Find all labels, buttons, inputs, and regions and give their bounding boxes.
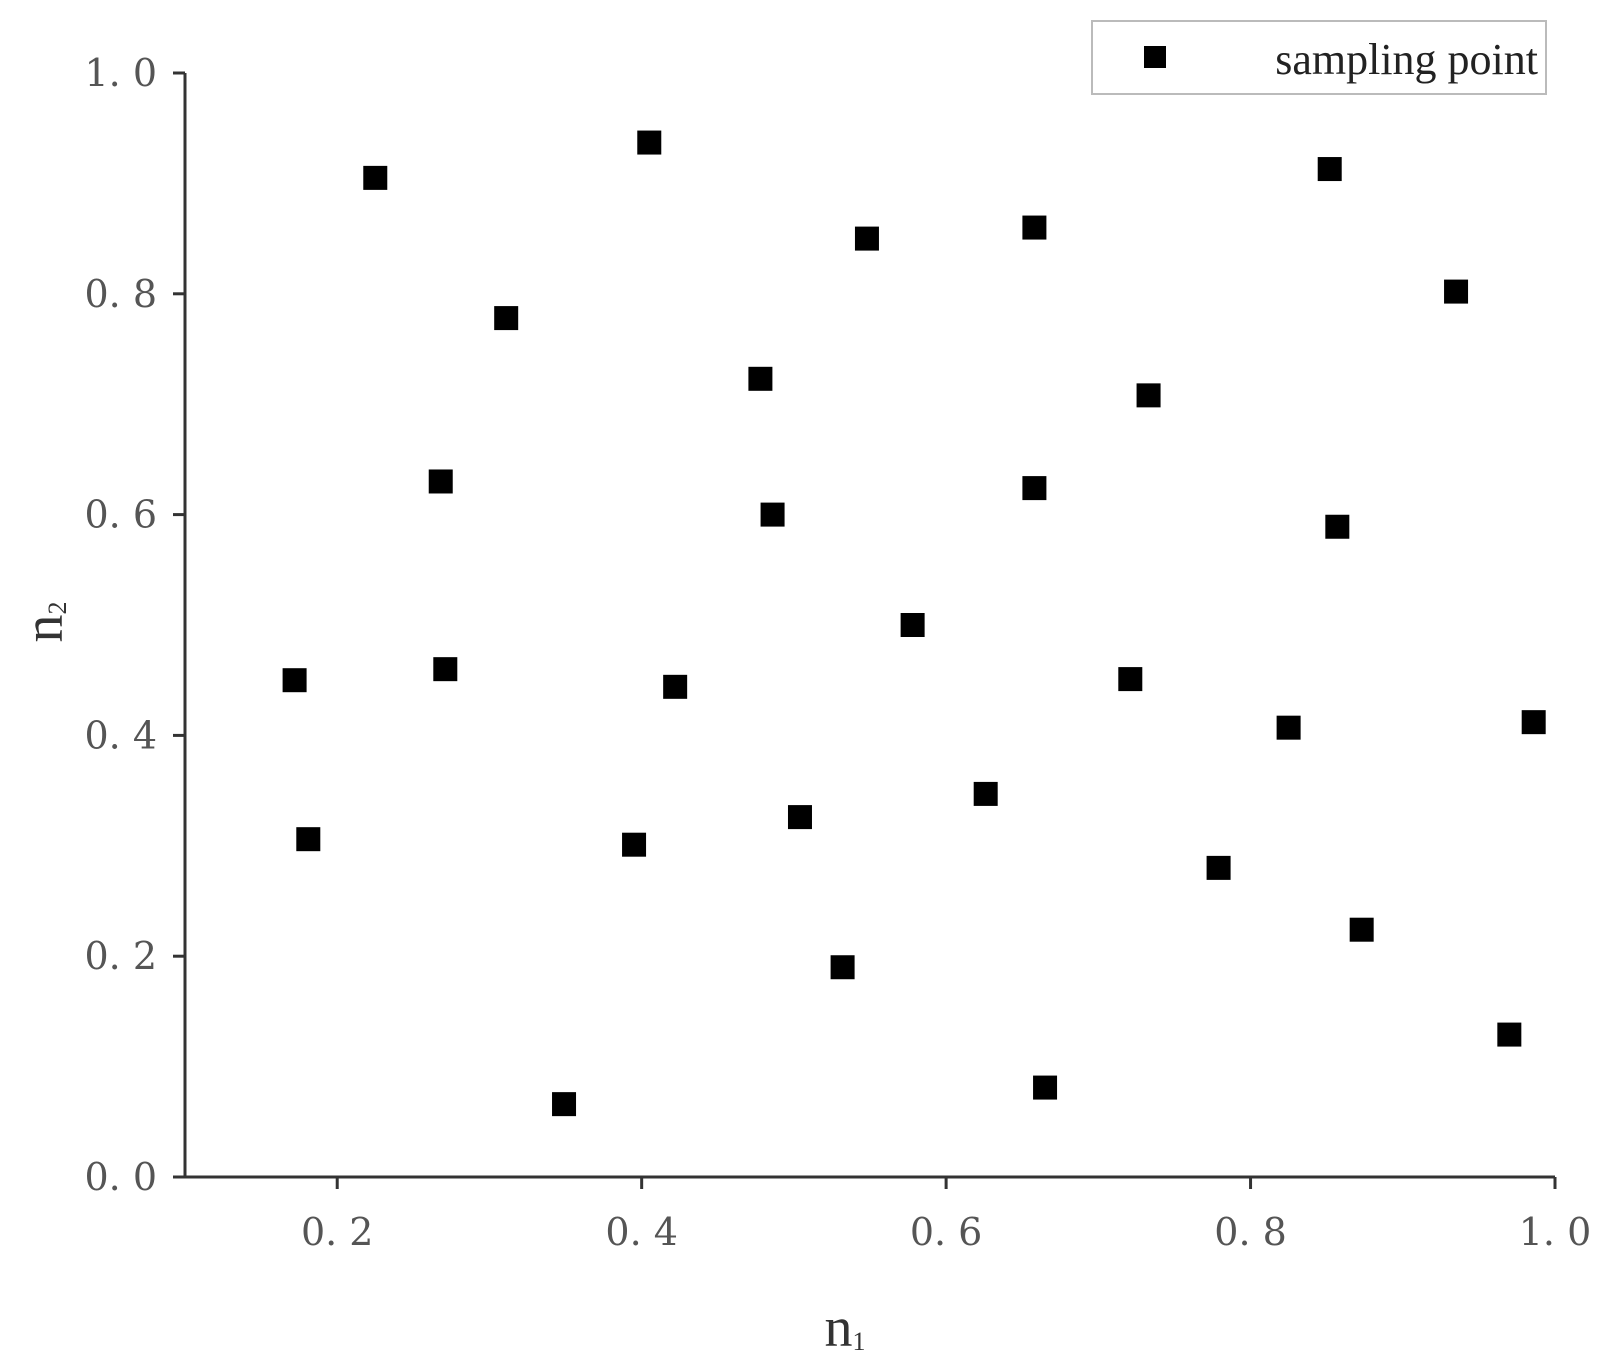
sampling-point <box>433 657 458 682</box>
sampling-point <box>637 130 662 155</box>
y-tick-label: 1. 0 <box>84 51 157 95</box>
sampling-point <box>282 668 307 693</box>
y-axis: 0. 0 0. 2 0. 4 0. 6 0. 8 1. 0 <box>84 51 187 1199</box>
legend-label: sampling point <box>1275 35 1538 84</box>
sampling-point <box>552 1092 577 1117</box>
sampling-point <box>1033 1075 1058 1100</box>
sampling-point <box>973 781 998 806</box>
sampling-point <box>622 832 647 857</box>
x-tick-label: 0. 6 <box>910 1210 983 1254</box>
sampling-point <box>787 805 812 830</box>
y-tick-label: 0. 6 <box>84 493 157 537</box>
sampling-point <box>1317 157 1342 182</box>
sampling-point <box>748 366 773 391</box>
legend: sampling point <box>1091 20 1547 95</box>
data-points <box>282 130 1546 1117</box>
sampling-point <box>1444 279 1469 304</box>
sampling-point <box>1497 1022 1522 1047</box>
sampling-point <box>1022 215 1047 240</box>
sampling-point <box>1521 710 1546 735</box>
sampling-point <box>296 827 321 852</box>
sampling-point <box>428 469 453 494</box>
sampling-point <box>363 165 388 190</box>
sampling-point <box>1349 917 1374 942</box>
x-axis: 0. 2 0. 4 0. 6 0. 8 1. 0 <box>185 1175 1591 1254</box>
sampling-point <box>854 226 879 251</box>
x-ticks: 0. 2 0. 4 0. 6 0. 8 1. 0 <box>301 1177 1591 1254</box>
legend-box <box>1091 20 1547 95</box>
sampling-point <box>1206 855 1231 880</box>
sampling-point <box>663 674 688 699</box>
sampling-point <box>1325 514 1350 539</box>
y-axis-label: n2 <box>13 602 75 643</box>
y-tick-label: 0. 2 <box>84 934 157 978</box>
sampling-point <box>1118 667 1143 692</box>
x-tick-label: 1. 0 <box>1519 1210 1592 1254</box>
x-tick-label: 0. 2 <box>301 1210 374 1254</box>
legend-marker <box>1144 46 1166 68</box>
y-axis-label-group: n2 <box>13 602 75 643</box>
sampling-point <box>1022 476 1047 501</box>
sampling-point <box>1276 715 1301 740</box>
sampling-point <box>1136 383 1161 408</box>
y-tick-label: 0. 0 <box>84 1155 157 1199</box>
y-tick-label: 0. 8 <box>84 272 157 316</box>
x-tick-label: 0. 8 <box>1214 1210 1287 1254</box>
y-ticks: 0. 0 0. 2 0. 4 0. 6 0. 8 1. 0 <box>84 51 185 1199</box>
sampling-point <box>760 502 785 527</box>
sampling-point <box>830 955 855 980</box>
x-tick-label: 0. 4 <box>605 1210 678 1254</box>
y-tick-label: 0. 4 <box>84 713 157 757</box>
sampling-point <box>900 613 925 637</box>
x-axis-label: n1 <box>825 1297 866 1359</box>
sampling-point <box>494 306 519 331</box>
